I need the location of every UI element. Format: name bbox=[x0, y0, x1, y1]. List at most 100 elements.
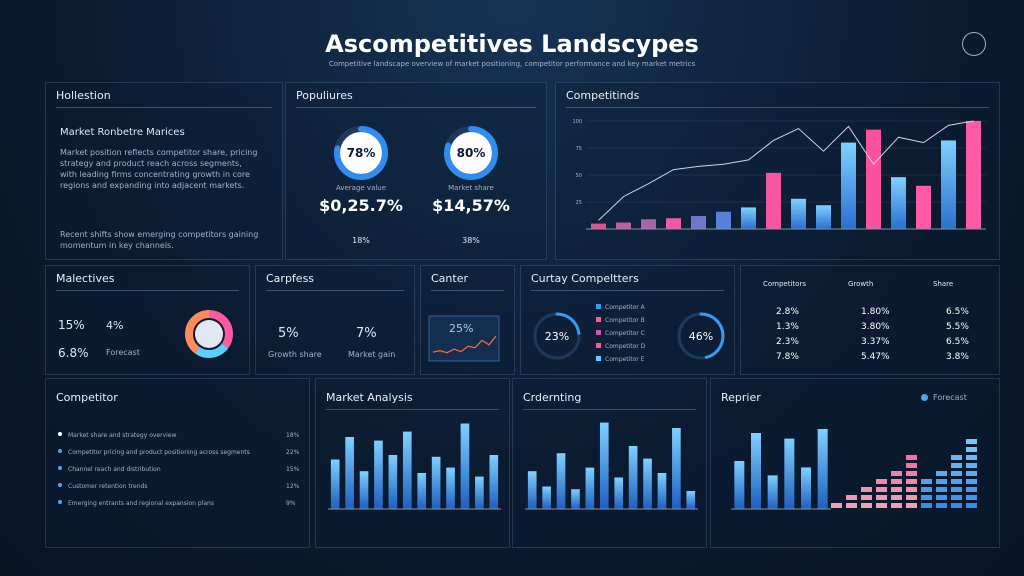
amount: $0,25.7% bbox=[319, 196, 403, 215]
item-text: Channel reach and distribution bbox=[68, 466, 161, 473]
block bbox=[906, 471, 917, 476]
list: Market share and strategy overview 18% Com… bbox=[58, 432, 300, 507]
bar bbox=[766, 172, 781, 229]
item-text: Emerging entrants and regional expansion… bbox=[68, 500, 214, 507]
donut-segment bbox=[185, 310, 233, 358]
legend-swatch bbox=[596, 343, 601, 348]
legend-dot bbox=[921, 394, 928, 401]
market-panel: Market Analysis bbox=[315, 378, 510, 548]
bar bbox=[571, 489, 580, 509]
bar bbox=[751, 433, 761, 509]
sub-value: 38% bbox=[462, 236, 480, 245]
block bbox=[966, 503, 977, 508]
bar bbox=[966, 121, 981, 229]
donut-hole bbox=[195, 320, 223, 348]
bar bbox=[542, 486, 551, 509]
cell: 2.3% bbox=[776, 337, 799, 347]
bar bbox=[866, 129, 881, 229]
line-chart bbox=[428, 315, 500, 362]
panel-title: Competitor bbox=[56, 391, 118, 404]
bar bbox=[446, 467, 455, 509]
amount: $14,57% bbox=[432, 196, 510, 215]
donut bbox=[185, 310, 233, 358]
value: 25% bbox=[449, 322, 473, 335]
bar bbox=[841, 142, 856, 229]
logo[interactable] bbox=[962, 32, 986, 56]
block bbox=[951, 487, 962, 492]
title: Ascompetitives Landscypes bbox=[325, 30, 699, 58]
block bbox=[861, 487, 872, 492]
block bbox=[951, 455, 962, 460]
bar bbox=[817, 429, 828, 509]
bar bbox=[599, 422, 609, 509]
gauge-arc bbox=[677, 312, 725, 360]
gauge-arc bbox=[533, 312, 581, 360]
block bbox=[936, 487, 947, 492]
item-text: Customer retention trends bbox=[68, 483, 147, 490]
line bbox=[432, 335, 497, 354]
value: 15% bbox=[58, 318, 85, 332]
bullet bbox=[58, 500, 62, 504]
curtay-panel: Curtay Compeltters 23% 46% Competitor A Com… bbox=[520, 265, 735, 375]
bar bbox=[628, 446, 638, 509]
populiures-panel: Populiures 78% Average value $0,25.7% 18% 80… bbox=[285, 82, 547, 260]
bar bbox=[527, 471, 537, 509]
bar bbox=[791, 198, 806, 229]
y-tick-label: 50 bbox=[576, 173, 582, 179]
bar bbox=[686, 491, 696, 509]
gauge-label: 80% bbox=[457, 146, 486, 160]
item-text: Competitor pricing and product positioni… bbox=[68, 449, 250, 456]
block bbox=[861, 503, 872, 508]
bar bbox=[941, 140, 956, 229]
value: 5% bbox=[278, 326, 299, 341]
heading: Market Ronbetre Marices bbox=[60, 127, 185, 138]
bar bbox=[767, 475, 778, 509]
panel-title: Competitinds bbox=[566, 89, 989, 108]
legend-label: Competitor B bbox=[605, 317, 645, 324]
value: Forecast bbox=[106, 348, 140, 357]
bar bbox=[816, 205, 831, 229]
block bbox=[846, 495, 857, 500]
bar bbox=[616, 222, 631, 229]
bullet bbox=[58, 432, 62, 436]
panel-title: Crdernting bbox=[523, 391, 696, 410]
item-value: 18% bbox=[286, 432, 300, 439]
bar bbox=[374, 440, 383, 509]
block bbox=[966, 463, 977, 468]
gauges: 23% 46% Competitor A Competitor B Competitor… bbox=[533, 304, 725, 363]
bar bbox=[417, 473, 427, 509]
cell: 3.8% bbox=[946, 352, 969, 362]
cell: 6.5% bbox=[946, 307, 969, 317]
bullet bbox=[58, 466, 62, 470]
block bbox=[966, 455, 977, 460]
bar bbox=[643, 458, 652, 509]
bar bbox=[402, 431, 412, 509]
caption: Market share bbox=[448, 184, 494, 192]
cell: 7.8% bbox=[776, 352, 799, 362]
panel-title: Curtay Compeltters bbox=[531, 272, 724, 291]
block bbox=[891, 503, 902, 508]
bar bbox=[591, 223, 606, 229]
panel-title: Canter bbox=[431, 272, 504, 291]
bar bbox=[691, 216, 706, 229]
block bbox=[876, 487, 887, 492]
carpfess-panel: Carpfess 5% Growth share 7% Market gain bbox=[255, 265, 415, 375]
value: 6.8% bbox=[58, 346, 89, 360]
gauge-bg bbox=[339, 131, 383, 175]
item-value: 9% bbox=[286, 500, 296, 507]
label: Market gain bbox=[348, 350, 396, 359]
donut-segment bbox=[185, 310, 233, 358]
legend-label: Competitor C bbox=[605, 330, 645, 337]
cell: 1.3% bbox=[776, 322, 799, 332]
bar bbox=[431, 456, 441, 509]
bar bbox=[801, 467, 811, 509]
line bbox=[598, 120, 974, 221]
gauge-arc bbox=[444, 126, 498, 180]
block bbox=[891, 471, 902, 476]
block bbox=[966, 439, 977, 444]
label: Growth share bbox=[268, 350, 322, 359]
column-header: Growth bbox=[848, 280, 873, 288]
paragraph: Recent shifts show emerging competitors … bbox=[60, 230, 259, 250]
block bbox=[906, 487, 917, 492]
canter-panel: Canter 25% bbox=[420, 265, 515, 375]
